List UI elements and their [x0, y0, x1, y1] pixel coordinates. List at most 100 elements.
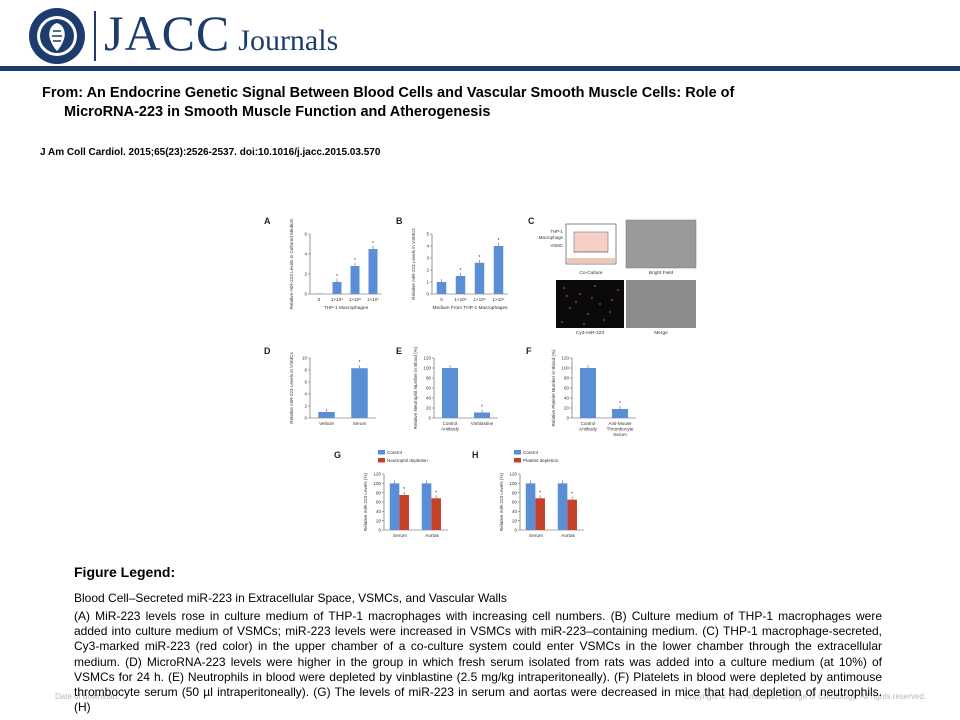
x-axis-label-b: Medium From THP-1 Macrophages: [432, 305, 508, 311]
article-citation: J Am Coll Cardiol. 2015;65(23):2526-2537…: [40, 147, 381, 158]
vsmc-layer: [567, 258, 615, 263]
y-tick-label: 5: [426, 232, 429, 237]
x-tick-label: 1×10⁷: [492, 297, 504, 302]
x-tick-label: Serum: [353, 421, 367, 426]
cy3-signal-dot: [566, 295, 568, 297]
y-tick-label: 80: [426, 376, 432, 381]
y-tick-label: 100: [509, 481, 517, 486]
bar: [350, 266, 360, 294]
label-vsmc: VSMC: [550, 243, 563, 248]
bar: [421, 483, 432, 530]
x-axis-label-a: THP-1 Macrophages: [324, 305, 369, 311]
bar: [474, 262, 485, 294]
significance-asterisk: *: [498, 238, 500, 244]
x-tick-label: Thrombocyte: [607, 427, 634, 432]
bar: [612, 409, 628, 418]
y-tick-label: 4: [426, 244, 429, 249]
brightfield-image: [626, 220, 696, 268]
significance-asterisk: *: [481, 405, 483, 411]
x-tick-label: 1×10⁵: [473, 297, 485, 302]
y-tick-label: 4: [304, 252, 307, 257]
bar: [580, 368, 596, 418]
y-tick-label: 60: [512, 500, 518, 505]
legend-swatch: [514, 450, 521, 455]
legend-heading: Figure Legend:: [74, 564, 176, 580]
x-tick-label: Vinblastine: [471, 421, 494, 426]
bar: [535, 498, 545, 530]
y-tick-label: 80: [376, 490, 382, 495]
cy3-signal-dot: [603, 319, 605, 321]
y-tick-label: 3: [426, 256, 429, 261]
bar: [431, 498, 441, 530]
cy3-signal-dot: [611, 299, 613, 301]
x-tick-label: Antibody: [441, 427, 460, 432]
cy3-signal-dot: [587, 313, 589, 315]
label-cy3: Cy3-miR-223: [576, 330, 605, 336]
significance-asterisk: *: [479, 255, 481, 261]
panel-label-b: B: [396, 216, 403, 226]
significance-asterisk: *: [359, 360, 361, 366]
cy3-signal-dot: [591, 297, 593, 299]
significance-asterisk: *: [539, 490, 541, 496]
cy3-signal-dot: [563, 287, 565, 289]
label-macrophage: Macrophage: [539, 235, 564, 240]
x-tick-label: 1×10⁷: [367, 297, 379, 302]
brightfield-frame: [625, 219, 697, 269]
y-tick-label: 4: [304, 392, 307, 397]
bar: [525, 483, 536, 530]
y-axis-label-h: Relative miR-223 Levels (%): [499, 472, 504, 531]
bar: [474, 412, 490, 418]
legend-entry: Control: [387, 450, 402, 455]
legend-entry: Platelet depletion: [523, 458, 559, 463]
brand-name: JACC: [104, 5, 231, 61]
legend-swatch: [378, 450, 385, 455]
panel-label-e: E: [396, 346, 402, 356]
y-tick-label: 20: [564, 406, 570, 411]
x-tick-label: Serum: [529, 533, 543, 539]
legend-body: (A) MiR-223 levels rose in culture mediu…: [74, 609, 882, 715]
footer-copyright: Copyright © The American College of Card…: [683, 692, 926, 701]
legend-swatch: [378, 458, 385, 463]
y-axis-label-a: Relative miR-223 Levels in Cultured Medi…: [289, 218, 294, 309]
y-tick-label: 120: [423, 356, 431, 361]
legend-entry: Control: [523, 450, 538, 455]
y-tick-label: 10: [302, 356, 308, 361]
label-brightfield: Bright Field: [649, 270, 674, 276]
bar: [318, 412, 335, 418]
y-tick-label: 2: [426, 268, 429, 273]
y-tick-label: 60: [426, 386, 432, 391]
article-title-line1: From: An Endocrine Genetic Signal Betwee…: [42, 85, 735, 101]
cy3-signal-dot: [609, 311, 611, 313]
cy3-signal-dot: [579, 293, 581, 295]
cy3-signal-dot: [569, 307, 571, 309]
legend-entry: Neutrophil depletion: [387, 458, 428, 463]
brand-suffix: Journals: [238, 24, 339, 57]
y-tick-label: 100: [561, 366, 569, 371]
panel-label-h: H: [472, 450, 479, 460]
x-tick-label: Control: [443, 421, 458, 426]
label-merge: Merge: [654, 330, 668, 336]
x-tick-label: Vehicle: [319, 421, 334, 426]
x-tick-label: 0: [440, 297, 443, 302]
bar: [368, 249, 378, 294]
bar: [314, 293, 324, 294]
significance-asterisk: *: [336, 274, 338, 280]
footer-download-date: Date of download:: [55, 692, 120, 701]
label-coculture: Co-Culture: [579, 270, 603, 276]
cy3-signal-dot: [594, 285, 596, 287]
cy3-signal-dot: [575, 301, 577, 303]
x-tick-label: 0: [318, 297, 321, 302]
y-tick-label: 120: [561, 356, 569, 361]
bar: [351, 368, 368, 418]
bar: [442, 368, 458, 418]
cy3-signal-dot: [617, 289, 619, 291]
y-tick-label: 1: [426, 280, 429, 285]
x-tick-label: Aortas: [561, 533, 575, 539]
y-tick-label: 40: [376, 509, 382, 514]
cy3-signal-dot: [599, 303, 601, 305]
y-tick-label: 80: [564, 376, 570, 381]
significance-asterisk: *: [571, 492, 573, 498]
y-tick-label: 0: [304, 416, 307, 421]
x-tick-label: Control: [581, 421, 596, 426]
y-tick-label: 8: [304, 368, 307, 373]
